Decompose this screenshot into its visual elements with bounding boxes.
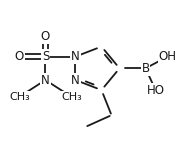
Text: N: N <box>71 50 80 63</box>
Text: N: N <box>41 74 50 87</box>
Text: HO: HO <box>146 84 165 97</box>
Text: O: O <box>15 50 24 63</box>
Text: CH₃: CH₃ <box>61 92 82 102</box>
Text: N: N <box>71 74 80 87</box>
Text: CH₃: CH₃ <box>9 92 30 102</box>
Text: S: S <box>42 50 49 63</box>
Text: OH: OH <box>159 50 177 63</box>
Text: B: B <box>141 62 150 75</box>
Text: O: O <box>41 30 50 43</box>
